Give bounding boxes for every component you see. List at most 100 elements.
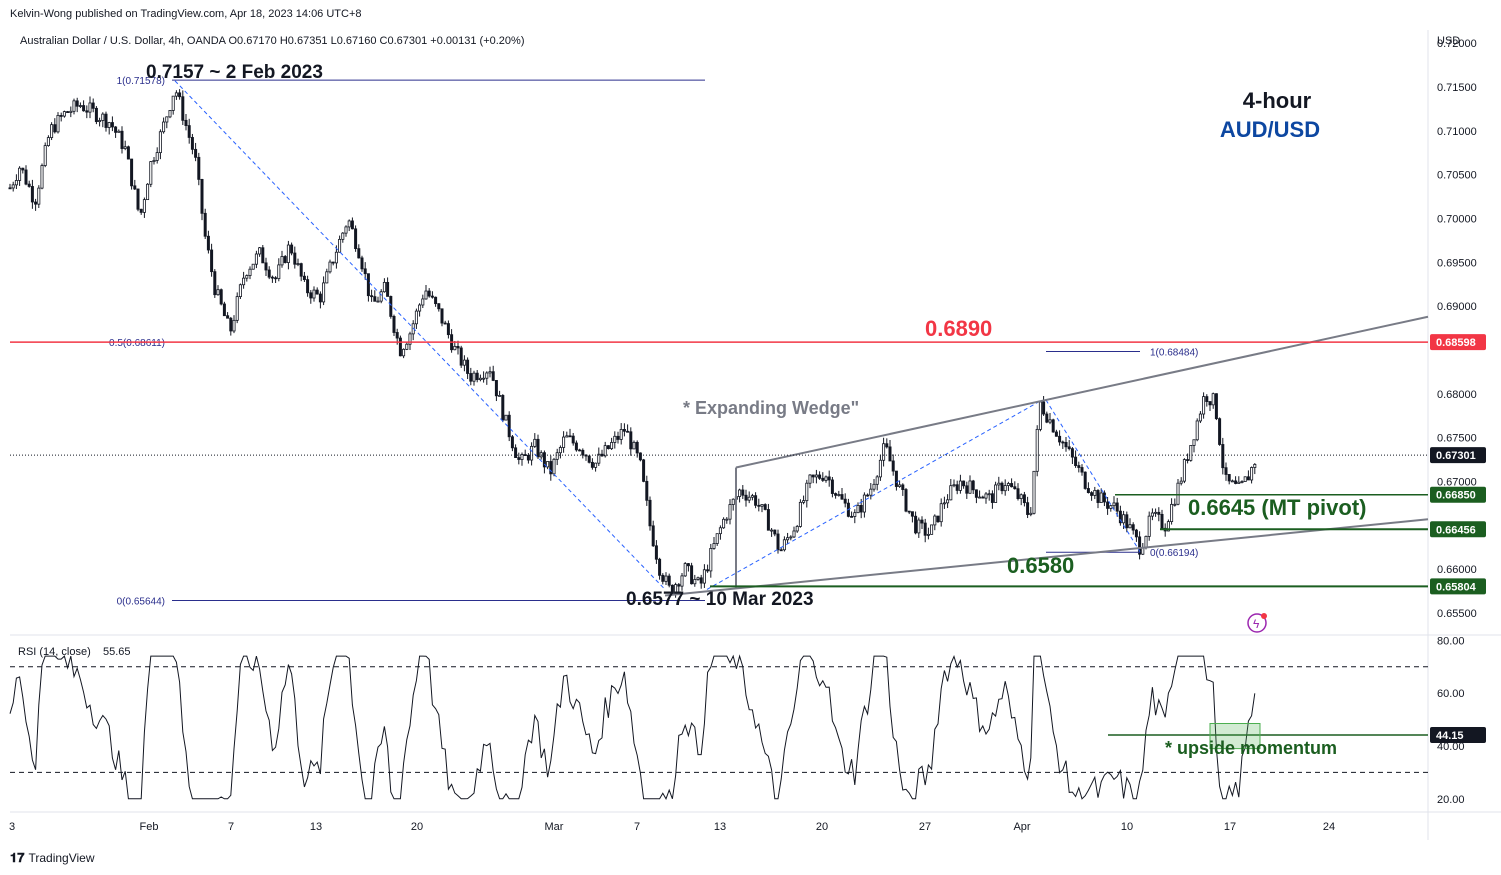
pivot-label: 0.6645 (MT pivot) xyxy=(1188,495,1366,520)
candle-body xyxy=(1077,465,1081,468)
candle-body xyxy=(645,480,649,501)
candle-body xyxy=(1208,401,1212,406)
candle-body xyxy=(1198,413,1202,422)
candle-body xyxy=(552,458,556,475)
candle-body xyxy=(158,131,162,154)
candle-body xyxy=(171,95,175,111)
candle-body xyxy=(53,124,57,133)
candle-body xyxy=(14,180,18,186)
candle-body xyxy=(334,251,338,264)
candle-body xyxy=(1045,413,1049,423)
price-tick-label: 0.65500 xyxy=(1437,608,1477,620)
candle-body xyxy=(462,359,466,366)
candle-body xyxy=(146,183,150,201)
candle-body xyxy=(725,518,729,521)
candle-body xyxy=(402,348,406,357)
candle-body xyxy=(568,435,572,438)
price-tick-label: 0.71000 xyxy=(1437,126,1477,138)
candle-body xyxy=(338,238,342,253)
candle-body xyxy=(290,244,294,254)
candle-body xyxy=(699,577,703,584)
candle-body xyxy=(744,494,748,501)
candle-body xyxy=(370,295,374,298)
candle-body xyxy=(523,454,527,456)
candle-body xyxy=(1186,459,1190,461)
candle-body xyxy=(1042,401,1046,415)
candle-body xyxy=(434,296,438,305)
candle-body xyxy=(190,137,194,150)
candle-body xyxy=(658,558,662,576)
candle-body xyxy=(1074,456,1078,466)
fib-label: 1(0.68484) xyxy=(1150,347,1198,358)
candle-body xyxy=(766,509,770,531)
candle-body xyxy=(66,111,70,113)
candle-body xyxy=(680,575,684,587)
candle-body xyxy=(1029,512,1033,515)
candle-body xyxy=(808,474,812,484)
candle-body xyxy=(472,372,476,382)
candle-body xyxy=(1038,401,1042,430)
candle-body xyxy=(869,488,873,496)
candle-body xyxy=(926,533,930,536)
candle-body xyxy=(213,271,217,296)
alert-dot xyxy=(1261,613,1267,619)
candle-body xyxy=(526,454,530,461)
candle-body xyxy=(309,292,313,299)
candle-body xyxy=(686,563,690,567)
candle-body xyxy=(219,289,223,305)
candle-body xyxy=(834,493,838,496)
candle-body xyxy=(123,146,127,149)
candle-body xyxy=(408,333,412,345)
candle-body xyxy=(357,248,361,259)
candle-body xyxy=(507,414,511,438)
candle-body xyxy=(1128,524,1132,529)
candle-body xyxy=(968,480,972,494)
candle-body xyxy=(392,316,396,333)
candle-body xyxy=(110,122,114,128)
candle-body xyxy=(590,461,594,468)
time-tick-label: 3 xyxy=(9,821,15,833)
candle-body xyxy=(917,519,921,534)
candle-body xyxy=(1067,446,1071,450)
candle-body xyxy=(267,269,271,278)
candle-body xyxy=(776,533,780,551)
candle-body xyxy=(878,459,882,478)
candle-body xyxy=(789,536,793,539)
time-tick-label: 10 xyxy=(1121,821,1133,833)
candle-body xyxy=(1003,485,1007,492)
candle-body xyxy=(443,322,447,325)
candle-body xyxy=(1131,524,1135,531)
candle-body xyxy=(1026,502,1030,515)
candle-body xyxy=(1243,476,1247,482)
candle-body xyxy=(1138,536,1142,555)
candle-body xyxy=(1224,467,1228,475)
candle-body xyxy=(94,107,98,123)
candle-body xyxy=(770,529,774,532)
candle-body xyxy=(894,470,898,487)
time-tick-label: Feb xyxy=(140,821,159,833)
candle-body xyxy=(469,373,473,382)
candle-body xyxy=(1237,481,1241,484)
candle-body xyxy=(302,275,306,281)
rsi-support-tag: 44.15 xyxy=(1436,730,1464,742)
tradingview-logo-icon[interactable]: 𝟏𝟕 xyxy=(10,850,25,865)
candle-body xyxy=(635,441,639,454)
candle-body xyxy=(312,289,316,299)
candle-body xyxy=(181,96,185,121)
candle-body xyxy=(974,489,978,498)
candle-body xyxy=(907,510,911,513)
candle-body xyxy=(1147,515,1151,537)
candle-body xyxy=(990,493,994,503)
candle-body xyxy=(1221,444,1225,469)
candle-body xyxy=(667,575,671,586)
candle-body xyxy=(936,515,940,523)
candle-body xyxy=(91,102,95,109)
rsi-highlight-box xyxy=(1209,723,1261,750)
candle-body xyxy=(853,512,857,517)
price-tick-label: 0.71500 xyxy=(1437,82,1477,94)
candle-body xyxy=(498,395,502,397)
candle-body xyxy=(75,100,79,107)
candle-body xyxy=(341,232,345,240)
candle-body xyxy=(626,430,630,433)
